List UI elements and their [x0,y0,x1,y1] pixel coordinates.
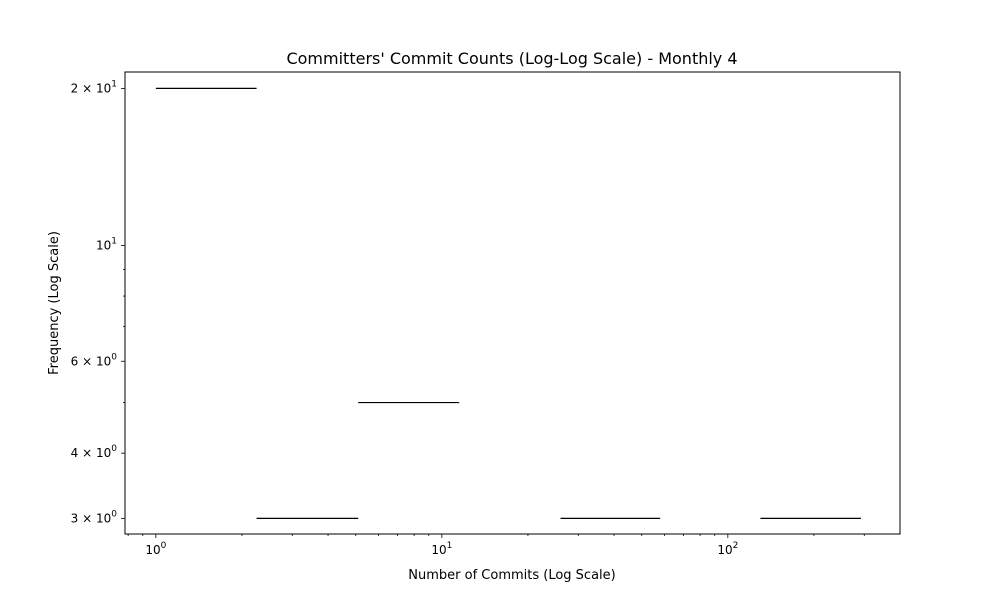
y-axis-label: Frequency (Log Scale) [47,231,62,375]
chart-title: Committers' Commit Counts (Log-Log Scale… [286,49,737,68]
y-tick-label-5: 3 × 100 [71,509,118,525]
x-tick-label-3: 102 [717,541,738,557]
x-tick-label-2: 101 [431,541,452,557]
x-axis-ticks: 100 101 102 [127,534,865,557]
y-axis-ticks: 2 × 101 101 6 × 100 4 × 100 3 × 100 [71,79,125,525]
x-axis-label: Number of Commits (Log Scale) [408,568,615,583]
bars-group [155,87,861,519]
y-tick-label-1: 2 × 101 [71,79,117,95]
y-tick-label-3: 6 × 100 [71,352,118,368]
y-tick-label-2: 101 [96,236,117,252]
y-tick-label-4: 4 × 100 [71,444,118,460]
plot-area-frame [124,71,901,535]
x-tick-label-1: 100 [145,541,166,557]
